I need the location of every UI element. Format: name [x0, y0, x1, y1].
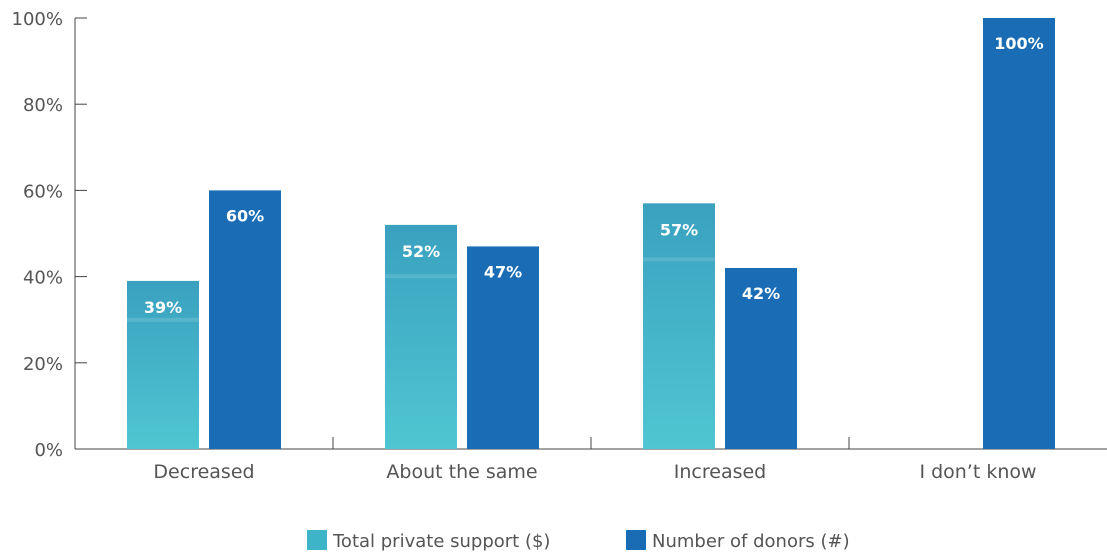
- y-axis: 0% 20% 40% 60% 80% 100%: [12, 9, 87, 461]
- bar-value-label: 47%: [484, 262, 522, 281]
- bar-value-label: 100%: [994, 34, 1043, 53]
- legend-label: Total private support ($): [332, 531, 550, 552]
- legend-item-total-private-support: Total private support ($): [307, 530, 550, 552]
- x-category-label: Decreased: [153, 461, 254, 483]
- y-tick-label: 20%: [23, 354, 63, 375]
- y-tick-label: 80%: [23, 95, 63, 116]
- x-axis: Decreased About the same Increased I don’t …: [75, 437, 1107, 483]
- bar-total-private-support: [127, 280, 199, 449]
- bar-number-of-donors: [725, 267, 797, 449]
- bar-value-label: 39%: [144, 298, 182, 317]
- bar-total-private-support: [385, 224, 457, 449]
- bar-value-label: 42%: [742, 284, 780, 303]
- bars: 39% 60% 52% 47% 57% 42% 100%: [127, 18, 1055, 449]
- bar-value-label: 60%: [226, 206, 264, 225]
- bar-total-private-support: [643, 203, 715, 449]
- bar-value-label: 52%: [402, 242, 440, 261]
- x-category-label: Increased: [674, 461, 766, 483]
- legend-label: Number of donors (#): [652, 531, 850, 552]
- y-tick-label: 60%: [23, 181, 63, 202]
- bar-number-of-donors: [467, 246, 539, 449]
- y-tick-label: 0%: [34, 440, 63, 461]
- y-tick-label: 100%: [12, 9, 63, 30]
- legend-swatch: [307, 530, 327, 550]
- legend-swatch: [626, 530, 646, 550]
- legend-item-number-of-donors: Number of donors (#): [626, 530, 850, 552]
- legend: Total private support ($) Number of donor…: [307, 530, 850, 552]
- bar-highlight: [643, 257, 715, 262]
- bar-number-of-donors: [983, 18, 1055, 449]
- y-tick-label: 40%: [23, 268, 63, 289]
- bar-highlight: [127, 317, 199, 322]
- x-category-label: I don’t know: [919, 461, 1036, 483]
- x-category-label: About the same: [386, 461, 537, 483]
- bar-value-label: 57%: [660, 220, 698, 239]
- bar-number-of-donors: [209, 190, 281, 449]
- bar-highlight: [385, 274, 457, 279]
